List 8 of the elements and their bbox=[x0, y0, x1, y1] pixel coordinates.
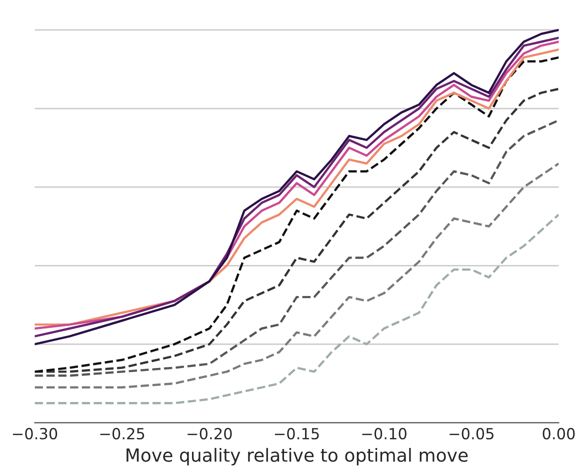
x-axis-title: Move quality relative to optimal move bbox=[126, 448, 468, 466]
x-tick-label: −0.15 bbox=[274, 428, 319, 440]
x-tick-label: −0.10 bbox=[362, 428, 406, 440]
x-tick-label: −0.20 bbox=[188, 428, 232, 440]
x-tick-label: 0.00 bbox=[542, 428, 575, 440]
x-tick-label: −0.25 bbox=[100, 428, 144, 440]
x-tick-label: −0.05 bbox=[450, 428, 494, 440]
x-tick-label: −0.30 bbox=[12, 428, 58, 440]
